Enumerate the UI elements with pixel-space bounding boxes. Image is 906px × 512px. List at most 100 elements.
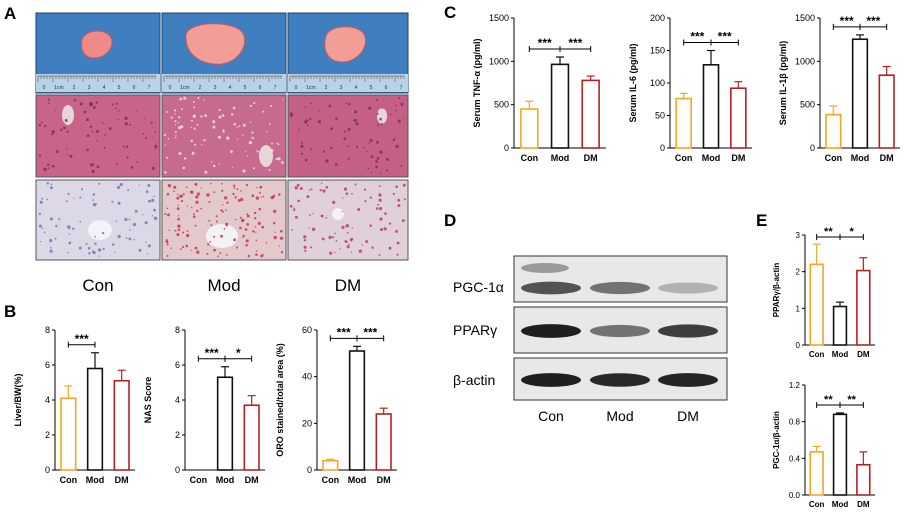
histology-dot [174, 113, 176, 115]
histology-dot [236, 188, 239, 191]
histology-dot [328, 104, 332, 108]
histology-dot [347, 102, 351, 106]
histology-dot [200, 207, 203, 210]
chart-il6: 0 50 100 150 200 Serum IL-6 (pg/ml) Con Mod DM **… [628, 13, 752, 163]
y-tick-label: 3 [796, 231, 801, 240]
category-label: Mod [832, 500, 849, 509]
histology-dot [237, 199, 241, 202]
y-tick-label: 0.8 [789, 418, 801, 427]
histology-dot [104, 134, 106, 136]
histology-dot [203, 139, 206, 142]
ruler-number: 5 [244, 85, 247, 91]
histology-dot [320, 214, 324, 218]
histology-dot [92, 202, 97, 207]
histology-dot [334, 251, 336, 254]
category-label: DM [857, 350, 870, 359]
histology-dot [392, 192, 395, 195]
histology-dot [86, 118, 89, 122]
bar-con [675, 97, 692, 149]
histology-dot [335, 240, 338, 242]
histology-dot [148, 199, 151, 203]
histology-dot [375, 160, 378, 163]
histology-dot [190, 119, 194, 122]
y-tick-label: 0 [307, 465, 312, 475]
histology-dot [389, 113, 392, 116]
ruler-number: 2 [325, 85, 328, 91]
histology-dot [129, 229, 131, 231]
histology-dot [213, 248, 216, 252]
histology-dot [145, 241, 147, 243]
histology-dot [194, 224, 197, 227]
histology-dot [181, 108, 183, 111]
y-tick-label: 8 [45, 325, 50, 335]
histology-dot [200, 187, 203, 189]
histology-dot [341, 225, 345, 230]
histology-dot [108, 127, 112, 130]
histology-dot [194, 143, 197, 146]
histology-dot [369, 139, 373, 142]
histology-dot [164, 144, 167, 146]
histology-dot [395, 144, 399, 149]
category-label: Con [809, 500, 825, 509]
histology-dot [165, 240, 169, 244]
histology-dot [376, 157, 380, 160]
histology-dot [174, 120, 177, 123]
histology-dot [60, 128, 63, 132]
histology-dot [236, 138, 239, 140]
histology-dot [212, 120, 216, 124]
histology-dot [242, 169, 246, 173]
histology-dot [380, 122, 383, 125]
histology-dot [194, 246, 198, 250]
histology-dot [255, 250, 258, 252]
histology-dot [268, 123, 271, 126]
histology-dot [50, 183, 53, 185]
histology-dot [91, 130, 94, 133]
ruler-number: 2 [73, 85, 76, 91]
histology-dot [289, 113, 294, 117]
histology-dot [206, 193, 210, 197]
histology-dot [330, 146, 333, 150]
histology-dot [193, 106, 195, 109]
category-label: Con [809, 350, 825, 359]
histology-dot [67, 192, 70, 196]
histology-dot [147, 244, 151, 248]
histology-dot [86, 148, 89, 152]
histology-dot [343, 137, 347, 141]
histology-dot [346, 245, 350, 249]
histology-dot [262, 110, 264, 113]
ruler-number: 5 [118, 85, 121, 91]
histology-dot [177, 224, 181, 228]
histology-dot [200, 115, 203, 118]
ruler-number: 6 [259, 85, 262, 91]
histology-dot [344, 239, 347, 242]
histology-dot [177, 204, 179, 206]
histology-dot [396, 253, 399, 256]
histology-dot [206, 252, 209, 255]
histology-dot [244, 228, 248, 231]
y-tick-label: 4 [45, 395, 50, 405]
histology-dot [273, 235, 277, 240]
protein-label-pgc1a: PGC-1α [453, 279, 504, 295]
histology-dot [246, 213, 249, 216]
y-tick-label: 6 [45, 360, 50, 370]
histology-dot [347, 157, 350, 160]
sig-label: *** [718, 30, 732, 44]
histology-dot [305, 119, 309, 122]
histology-dot [276, 142, 278, 145]
chart-liver-bw: 0 2 4 6 8 Liver/BW(%) Con Mod DM *** [13, 325, 135, 485]
histology-dot [151, 166, 155, 170]
histology-dot [166, 243, 169, 246]
histology-dot [79, 196, 82, 199]
histology-dot [153, 195, 155, 197]
histology-dot [86, 134, 90, 138]
histology-dot [277, 157, 281, 161]
histology-dot [190, 139, 193, 143]
histology-dot [249, 104, 252, 107]
histology-dot [236, 126, 238, 128]
panel-label-a: A [4, 4, 16, 23]
histology-dot [395, 109, 397, 112]
y-tick-label: 0 [810, 143, 815, 153]
histology-dot [146, 253, 149, 255]
histology-dot [218, 163, 221, 165]
